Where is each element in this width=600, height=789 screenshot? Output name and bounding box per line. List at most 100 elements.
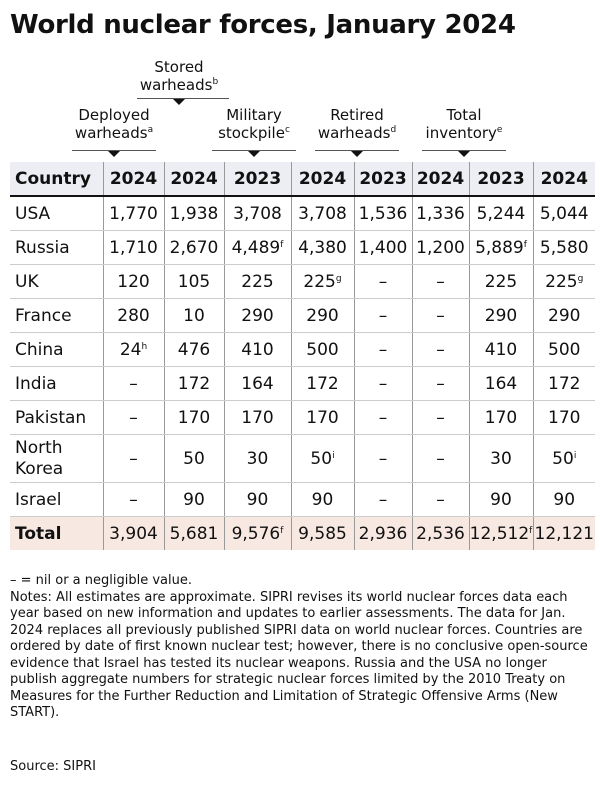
country-cell: North Korea — [10, 434, 103, 483]
country-cell: India — [10, 366, 103, 401]
value-cell: 5,580 — [532, 230, 595, 265]
value-cell: 2,670 — [163, 230, 224, 265]
nil-legend: – = nil or a negligible value. — [10, 573, 192, 588]
value-cell: 9,585 — [290, 516, 354, 550]
value-cell: 1,770 — [102, 196, 164, 231]
value-cell: – — [411, 366, 469, 401]
value-cell: – — [353, 264, 412, 299]
country-cell: Pakistan — [10, 400, 103, 435]
country-cell: Russia — [10, 230, 103, 265]
column-header-year: 2023 — [468, 162, 533, 197]
value-cell: – — [353, 434, 412, 483]
nuclear-forces-table: Country 2024 2024 2023 2024 2023 2024 2023 2024 … — [10, 162, 595, 550]
value-cell: – — [353, 332, 412, 367]
column-header-year: 2024 — [163, 162, 224, 197]
value-cell: – — [102, 366, 164, 401]
value-cell: 1,938 — [163, 196, 224, 231]
value-cell: 410 — [468, 332, 533, 367]
footnote-mark: i — [332, 450, 335, 461]
value-cell: 164 — [468, 366, 533, 401]
group-label: Military stockpile — [218, 106, 285, 142]
column-header-year: 2024 — [532, 162, 595, 197]
value-cell: 500 — [290, 332, 354, 367]
value-cell: 290 — [223, 298, 291, 333]
column-header-year: 2024 — [411, 162, 469, 197]
group-label: Stored warheads — [139, 58, 213, 94]
column-header-year: 2023 — [223, 162, 291, 197]
value-cell: 1,710 — [102, 230, 164, 265]
footnote-mark: a — [147, 125, 154, 135]
value-cell: 30 — [468, 434, 533, 483]
notes-text: Notes: All estimates are approximate. SI… — [10, 589, 588, 721]
table-row: Israel –90 90 90– –90 90 — [10, 482, 595, 517]
value-cell: – — [411, 482, 469, 517]
table-row: USA 1,770 1,938 3,708 3,708 1,536 1,336 5,244 5,… — [10, 196, 595, 231]
value-cell: 172 — [290, 366, 354, 401]
value-cell: 476 — [163, 332, 224, 367]
value-cell: 1,336 — [411, 196, 469, 231]
value-cell: – — [353, 482, 412, 517]
value-cell: 12,121 — [532, 516, 595, 550]
value-cell: 105 — [163, 264, 224, 299]
group-header-retired: Retired warheadsd — [315, 106, 399, 157]
value-cell: 290 — [468, 298, 533, 333]
value-cell: 3,708 — [223, 196, 291, 231]
value-cell: 170 — [163, 400, 224, 435]
value-cell: 290 — [532, 298, 595, 333]
table-row: France 280 10 290 290– –290 290 — [10, 298, 595, 333]
value-cell: 90 — [163, 482, 224, 517]
country-cell: USA — [10, 196, 103, 231]
value-cell: 50 — [163, 434, 224, 483]
value-cell: 410 — [223, 332, 291, 367]
footnote-mark: i — [573, 450, 577, 461]
country-cell: UK — [10, 264, 103, 299]
value-cell: 170 — [532, 400, 595, 435]
value-cell: 280 — [102, 298, 164, 333]
footnote-mark: g — [335, 273, 342, 284]
value-cell: 164 — [223, 366, 291, 401]
value-cell: 5,889f — [468, 230, 533, 265]
footnote-mark: g — [577, 273, 584, 284]
value-cell: – — [102, 400, 164, 435]
value-cell: 10 — [163, 298, 224, 333]
value-cell: 225 — [223, 264, 291, 299]
value-cell: 90 — [468, 482, 533, 517]
value-cell: – — [353, 400, 412, 435]
value-cell: 5,044 — [532, 196, 595, 231]
group-label: Retired warheads — [317, 106, 391, 142]
value-cell: 50i — [532, 434, 595, 483]
value-cell: 225g — [532, 264, 595, 299]
group-header-deployed: Deployed warheadsa — [72, 106, 156, 157]
footnote-mark: f — [523, 239, 527, 250]
value-cell: 3,708 — [290, 196, 354, 231]
value-cell: – — [353, 366, 412, 401]
footnote-mark: f — [280, 239, 284, 250]
footnote-mark: f — [529, 525, 533, 536]
value-cell: 90 — [223, 482, 291, 517]
column-header-year: 2024 — [290, 162, 354, 197]
value-cell: 225 — [468, 264, 533, 299]
value-cell: 4,489f — [223, 230, 291, 265]
value-cell: 90 — [290, 482, 354, 517]
value-cell: – — [411, 434, 469, 483]
value-cell: 170 — [290, 400, 354, 435]
group-header-stored: Stored warheadsb — [137, 58, 229, 105]
group-label: Total inventory — [425, 106, 497, 142]
footnote-mark: h — [141, 341, 148, 352]
table-row: China 24h 476 410 500– –410 500 — [10, 332, 595, 367]
table-row: Russia 1,710 2,670 4,489f 4,380 1,400 1,200 5,8… — [10, 230, 595, 265]
country-cell: France — [10, 298, 103, 333]
value-cell: 30 — [223, 434, 291, 483]
table-row: UK 120 105 225 225g – –225 225g — [10, 264, 595, 299]
value-cell: 1,536 — [353, 196, 412, 231]
value-cell: – — [353, 298, 412, 333]
notes: – = nil or a negligible value. Notes: Al… — [10, 573, 595, 722]
value-cell: 4,380 — [290, 230, 354, 265]
value-cell: – — [102, 434, 164, 483]
value-cell: – — [411, 332, 469, 367]
value-cell: 170 — [468, 400, 533, 435]
country-cell: China — [10, 332, 103, 367]
table-row: India –172 164 172– –164 172 — [10, 366, 595, 401]
table-row: Pakistan –170 170 170– –170 170 — [10, 400, 595, 435]
group-label: Deployed warheads — [74, 106, 150, 142]
